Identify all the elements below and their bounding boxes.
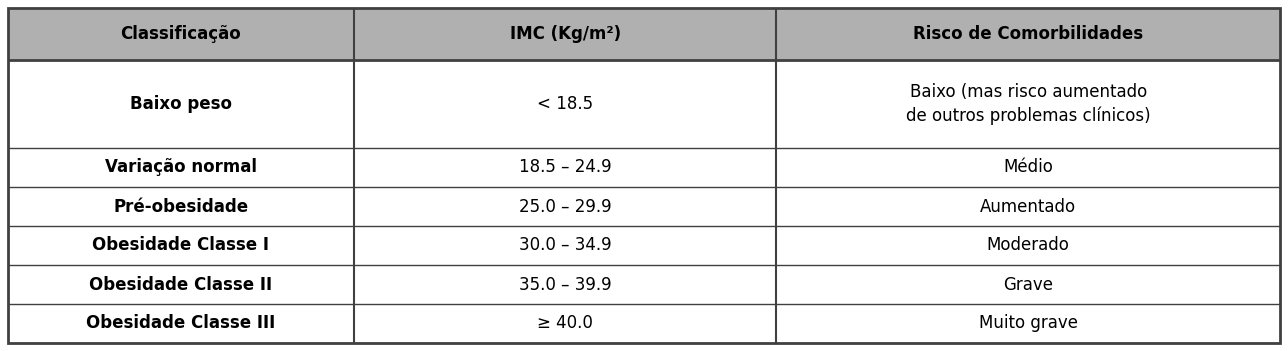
Text: Obesidade Classe I: Obesidade Classe I [93, 237, 269, 254]
Text: Médio: Médio [1003, 159, 1054, 177]
Text: IMC (Kg/m²): IMC (Kg/m²) [510, 25, 621, 43]
Text: Muito grave: Muito grave [979, 314, 1078, 332]
Text: Obesidade Classe III: Obesidade Classe III [86, 314, 276, 332]
Text: Grave: Grave [1003, 276, 1054, 293]
Text: Variação normal: Variação normal [106, 159, 258, 177]
Text: Obesidade Classe II: Obesidade Classe II [89, 276, 273, 293]
Text: 30.0 – 34.9: 30.0 – 34.9 [519, 237, 612, 254]
Text: 35.0 – 39.9: 35.0 – 39.9 [519, 276, 612, 293]
Text: 25.0 – 29.9: 25.0 – 29.9 [519, 198, 612, 216]
Text: Baixo peso: Baixo peso [130, 95, 232, 113]
Text: 18.5 – 24.9: 18.5 – 24.9 [519, 159, 612, 177]
Text: < 18.5: < 18.5 [537, 95, 594, 113]
Text: Baixo (mas risco aumentado
de outros problemas clínicos): Baixo (mas risco aumentado de outros pro… [905, 83, 1150, 125]
Text: ≥ 40.0: ≥ 40.0 [537, 314, 592, 332]
Text: Risco de Comorbilidades: Risco de Comorbilidades [913, 25, 1144, 43]
Text: Classificação: Classificação [121, 25, 241, 43]
Bar [8, 8, 1280, 60]
Text: Aumentado: Aumentado [980, 198, 1077, 216]
Text: Pré-obesidade: Pré-obesidade [113, 198, 249, 216]
Text: Moderado: Moderado [987, 237, 1069, 254]
